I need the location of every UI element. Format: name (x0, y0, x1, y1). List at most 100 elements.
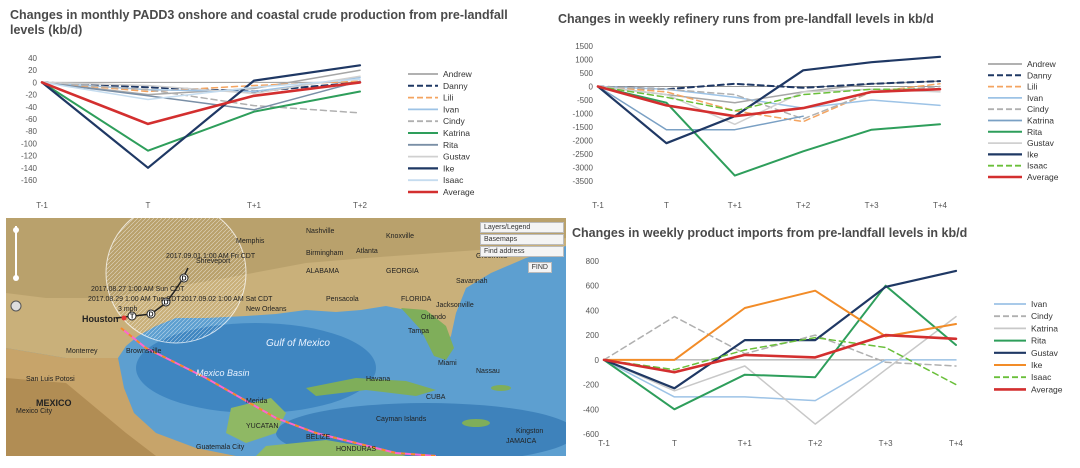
legend-label: Ivan (1027, 93, 1043, 103)
track-marker[interactable]: D (179, 273, 189, 283)
place-label: Tampa (408, 328, 430, 335)
series-line-isaac (603, 336, 957, 386)
legend-label: Ike (443, 163, 455, 173)
hurricane-track-map[interactable]: D D D T 2017.09.01 1:00 AM Fri CDT 2017.… (6, 218, 566, 456)
series-line-ivan (603, 359, 957, 402)
storm-label: 2017.09.01 1:00 AM Fri CDT (166, 253, 256, 260)
y-tick-label: -80 (25, 127, 37, 136)
legend-label: Isaac (1027, 161, 1048, 171)
y-tick-label: 1500 (575, 42, 593, 51)
legend-label: Rita (443, 140, 458, 150)
find-button[interactable]: FIND (527, 262, 552, 273)
y-tick-label: 400 (586, 306, 600, 315)
storm-label: 2017.08.27 1:00 AM Sun CDT (91, 286, 185, 293)
series-line-ike (40, 64, 362, 169)
series-line-ike (603, 289, 957, 361)
place-label: CUBA (426, 394, 446, 401)
place-label: Nashville (306, 228, 335, 235)
y-tick-label: -2500 (573, 150, 594, 159)
y-tick-label: -3500 (573, 177, 594, 186)
series-line-gustav (597, 85, 941, 126)
basemaps-button[interactable]: Basemaps (480, 234, 564, 245)
svg-text:T: T (130, 314, 135, 321)
series-line-cindy (603, 315, 957, 367)
place-label: Brownsville (126, 348, 162, 355)
y-tick-label: 600 (586, 282, 600, 291)
series-line-average (602, 333, 958, 374)
legend-label: Isaac (1031, 372, 1052, 382)
track-marker[interactable]: T (127, 311, 137, 321)
legend-label: Rita (1027, 127, 1042, 137)
track-marker[interactable]: D (161, 297, 171, 307)
legend-label: Average (1027, 172, 1059, 182)
y-tick-label: 1000 (575, 56, 593, 65)
legend-label: Ike (1027, 149, 1039, 159)
place-label: Savannah (456, 278, 488, 285)
legend-label: Andrew (443, 69, 473, 79)
place-label: Atlanta (356, 248, 378, 255)
legend-label: Katrina (1031, 323, 1058, 333)
compass-icon[interactable] (10, 300, 22, 312)
place-label: Kingston (516, 428, 544, 435)
place-label: Monterrey (66, 348, 98, 355)
x-tick-label: T+3 (865, 201, 880, 210)
layers-legend-button[interactable]: Layers/Legend (480, 222, 564, 233)
y-tick-label: -160 (21, 176, 38, 185)
product-imports-panel: Changes in weekly product imports from p… (566, 218, 1080, 468)
x-tick-label: T+3 (879, 439, 894, 448)
place-label: Pensacola (326, 296, 359, 303)
legend-label: Gustav (1027, 138, 1055, 148)
legend-label: Average (443, 187, 475, 197)
legend-label: Isaac (443, 175, 464, 185)
y-tick-label: -3000 (573, 164, 594, 173)
place-label: Guatemala City (196, 444, 245, 451)
x-tick-label: T+2 (808, 439, 823, 448)
y-tick-label: -20 (25, 91, 37, 100)
x-tick-label: T+4 (933, 201, 948, 210)
y-tick-label: -40 (25, 103, 37, 112)
crude-production-panel: Changes in monthly PADD3 onshore and coa… (0, 0, 540, 215)
legend-label: Cindy (443, 116, 465, 126)
legend-label: Katrina (1027, 116, 1054, 126)
y-tick-label: -140 (21, 164, 38, 173)
x-tick-label: T+1 (738, 439, 753, 448)
map-canvas[interactable]: D D D T (6, 218, 566, 456)
place-label: JAMAICA (506, 438, 537, 445)
y-tick-label: 0 (33, 78, 38, 87)
place-label: MEXICO (36, 398, 72, 408)
chart-title: Changes in monthly PADD3 onshore and coa… (10, 8, 508, 37)
legend-label: Cindy (1031, 311, 1053, 321)
track-marker[interactable]: D (146, 309, 156, 319)
series-line-ike (596, 55, 942, 145)
x-tick-label: T (672, 439, 677, 448)
legend-label: Ivan (443, 104, 459, 114)
x-tick-label: T+2 (796, 201, 811, 210)
legend-label: Andrew (1027, 59, 1057, 69)
place-label: Cayman Islands (376, 416, 427, 423)
svg-text:D: D (182, 276, 187, 283)
series-line-cindy (41, 81, 361, 114)
place-label: Orlando (421, 314, 446, 321)
series-line-gustav (41, 75, 361, 95)
y-tick-label: -1500 (573, 123, 594, 132)
legend-label: Gustav (443, 152, 471, 162)
legend-label: Rita (1031, 336, 1046, 346)
place-label: Havana (366, 376, 391, 383)
y-tick-label: -100 (21, 139, 38, 148)
place-label: Nassau (476, 368, 500, 375)
series-line-average (40, 81, 362, 126)
y-tick-label: 0 (589, 83, 594, 92)
x-tick-label: T-1 (598, 439, 610, 448)
y-tick-label: 200 (586, 331, 600, 340)
place-label: ALABAMA (306, 268, 340, 275)
y-tick-label: -200 (583, 381, 600, 390)
y-tick-label: -60 (25, 115, 37, 124)
x-tick-label: T+1 (728, 201, 743, 210)
y-tick-label: 500 (580, 69, 594, 78)
place-label: BELIZE (306, 434, 331, 441)
place-label: Knoxville (386, 233, 415, 240)
series-line-isaac (41, 78, 361, 101)
place-label: Houston (82, 314, 119, 324)
find-address-button[interactable]: Find address (480, 246, 564, 257)
